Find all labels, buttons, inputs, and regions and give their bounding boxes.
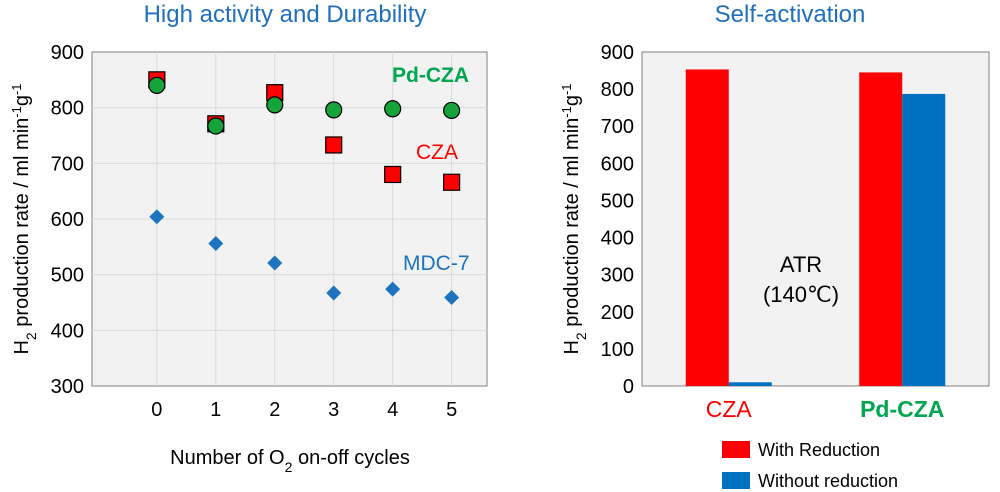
- left-y-tick-label: 900: [51, 42, 84, 64]
- right-legend: With Reduction Without reduction: [722, 440, 898, 491]
- right-y-tick-label: 700: [601, 116, 634, 138]
- right-y-tick-label: 500: [601, 190, 634, 212]
- left-y-tick-label: 700: [51, 153, 84, 175]
- mdc7-data-point: [208, 235, 224, 251]
- left-y-tick-label: 400: [51, 320, 84, 342]
- left-chart: High activity and Durability 300 400 500 60…: [9, 1, 488, 475]
- left-x-tick-label: 3: [328, 399, 339, 421]
- left-x-tick-label: 5: [446, 399, 457, 421]
- atr-annotation-line1: ATR: [780, 252, 822, 277]
- left-y-tick-label: 300: [51, 376, 84, 398]
- left-x-tick-label: 4: [387, 399, 398, 421]
- mdc7-data-point: [149, 209, 165, 225]
- right-y-tick-label: 800: [601, 79, 634, 101]
- right-y-tick-label: 300: [601, 265, 634, 287]
- legend-label: With Reduction: [758, 440, 880, 460]
- atr-annotation-line2: (140℃): [763, 282, 839, 307]
- pd-cza-data-point: [443, 101, 461, 120]
- mdc7-data-point: [444, 289, 460, 305]
- with-reduction-bar: [859, 72, 903, 387]
- mdc7-data-point: [326, 285, 342, 301]
- right-y-axis-label: H2 production rate / ml min-1g-1: [559, 83, 590, 354]
- left-x-axis-label: Number of O2 on-off cycles: [170, 447, 410, 475]
- pd-cza-data-point: [325, 101, 343, 119]
- legend-swatch: [722, 441, 750, 458]
- left-y-tick-label: 800: [51, 98, 84, 120]
- left-data-points: [148, 71, 461, 305]
- mdc7-data-point: [385, 281, 401, 297]
- cza-data-point: [443, 173, 461, 191]
- right-y-tick-labels: 0 100 200 300 400 500 600 700 800 900: [601, 42, 634, 398]
- cza-data-point: [325, 136, 343, 154]
- cza-series-label: CZA: [416, 141, 458, 164]
- right-y-tick-label: 600: [601, 153, 634, 175]
- cza-data-point: [384, 165, 402, 184]
- legend-swatch: [722, 472, 750, 489]
- right-category-labels: CZA Pd-CZA: [706, 396, 945, 422]
- mdc7-series-label: MDC-7: [403, 252, 470, 275]
- left-chart-title: High activity and Durability: [144, 1, 427, 28]
- pd-cza-data-point: [207, 117, 225, 135]
- right-y-tick-label: 100: [601, 339, 634, 361]
- pd-cza-data-point: [148, 76, 166, 95]
- left-y-tick-label: 600: [51, 209, 84, 231]
- right-y-tick-label: 0: [623, 376, 634, 398]
- right-chart-title: Self-activation: [715, 1, 866, 28]
- left-x-tick-label: 2: [269, 399, 280, 421]
- left-y-axis-label: H2 production rate / ml min-1g-1: [9, 83, 40, 354]
- pd-cza-series-label: Pd-CZA: [392, 64, 469, 87]
- right-bars: [685, 69, 946, 387]
- with-reduction-bar: [685, 69, 729, 386]
- right-y-tick-label: 200: [601, 302, 634, 324]
- legend-label: Without reduction: [758, 471, 898, 491]
- right-chart: Self-activation 0 100 200 300 400 500 600 700 80…: [559, 1, 990, 491]
- left-y-tick-label: 500: [51, 265, 84, 287]
- right-y-tick-label: 900: [601, 42, 634, 64]
- left-y-tick-labels: 300 400 500 600 700 800 900: [51, 42, 84, 398]
- right-y-tick-label: 400: [601, 228, 634, 250]
- pd-cza-data-point: [384, 100, 402, 118]
- without-reduction-bar: [902, 93, 946, 387]
- right-category-label: CZA: [706, 396, 753, 422]
- pd-cza-data-point: [266, 96, 284, 114]
- mdc7-data-point: [267, 255, 283, 271]
- left-x-tick-label: 1: [210, 399, 221, 421]
- left-x-tick-label: 0: [151, 399, 162, 421]
- right-category-label: Pd-CZA: [860, 396, 944, 422]
- left-x-tick-labels: 0 1 2 3 4 5: [151, 399, 457, 421]
- without-reduction-bar: [728, 382, 772, 386]
